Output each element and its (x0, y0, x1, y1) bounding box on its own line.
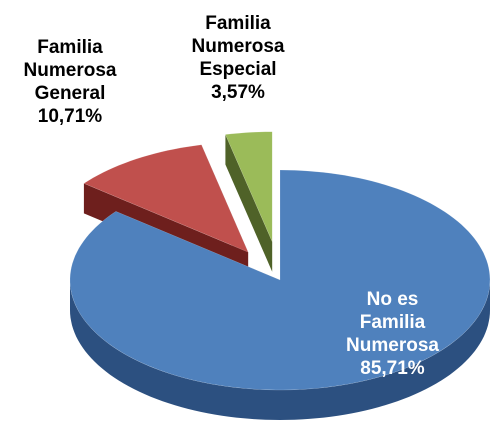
pie-slice (83, 144, 249, 253)
slice-label: No es Familia Numerosa 85,71% (345, 288, 440, 380)
slice-side (70, 280, 490, 420)
slice-value: 10,71% (37, 106, 103, 127)
slice-category: No es Familia Numerosa (346, 289, 439, 356)
slice-value: 3,57% (211, 82, 265, 103)
slice-side (225, 134, 273, 272)
slice-category: Familia Numerosa Especial (191, 13, 285, 80)
pie-slice (225, 131, 273, 242)
slice-label: Familia Numerosa General 10,71% (10, 36, 130, 128)
slice-category: Familia Numerosa General (23, 37, 117, 104)
slice-value: 85,71% (360, 358, 425, 379)
slice-label: Familia Numerosa Especial 3,57% (178, 12, 298, 104)
pie-slice (69, 169, 491, 391)
